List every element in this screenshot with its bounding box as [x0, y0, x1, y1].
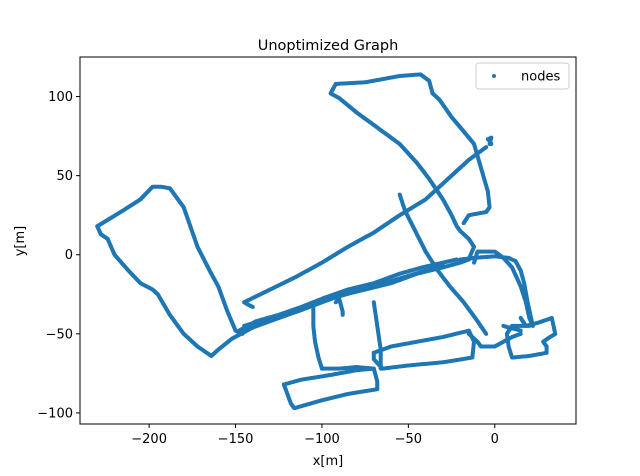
plot-area: [95, 72, 558, 411]
y-tick-label: 0: [65, 248, 73, 263]
legend-marker: [492, 74, 496, 78]
legend: nodes: [475, 62, 570, 90]
y-axis-label: y[m]: [13, 226, 28, 257]
trajectory-segment: [95, 184, 245, 336]
trajectory-segment: [311, 300, 324, 371]
node-point: [281, 382, 286, 387]
legend-box: [475, 62, 570, 90]
chart-title: Unoptimized Graph: [258, 38, 399, 54]
y-tick-label: −50: [46, 327, 73, 342]
x-axis: −200 −150 −100 −50 0: [131, 424, 499, 447]
node-point: [454, 257, 459, 262]
y-tick-label: 100: [48, 90, 73, 105]
x-tick-label: −200: [131, 432, 167, 447]
trajectory-segment: [242, 145, 489, 305]
y-tick-label: 50: [56, 169, 73, 184]
node-point: [518, 331, 523, 336]
trajectory-segment: [485, 135, 494, 146]
node-point: [484, 331, 489, 336]
node-point: [527, 323, 532, 328]
legend-entry-nodes: nodes: [521, 70, 560, 85]
x-tick-label: −150: [218, 432, 254, 447]
node-point: [340, 312, 345, 317]
node-point: [461, 221, 466, 226]
node-point: [518, 328, 523, 333]
node-point: [371, 350, 376, 355]
trajectory-segment: [95, 72, 492, 358]
node-point: [487, 142, 492, 146]
plot-frame: [79, 56, 577, 425]
trajectory-segment: [504, 316, 558, 360]
trajectory-segment: [501, 323, 523, 333]
trajectory-segment: [397, 192, 489, 336]
x-axis-label: x[m]: [313, 454, 344, 469]
trajectory-segment: [333, 297, 345, 317]
trajectory-segment: [242, 300, 255, 309]
trajectory-segment: [281, 366, 380, 411]
trajectory-segment: [371, 300, 383, 371]
trajectory-segment: [371, 328, 477, 371]
x-tick-label: 0: [491, 432, 499, 447]
y-tick-label: −100: [37, 406, 73, 421]
node-point: [250, 304, 255, 309]
x-tick-label: −50: [395, 432, 422, 447]
x-tick-label: −100: [304, 432, 340, 447]
y-axis: −100 −50 0 50 100: [37, 90, 80, 421]
